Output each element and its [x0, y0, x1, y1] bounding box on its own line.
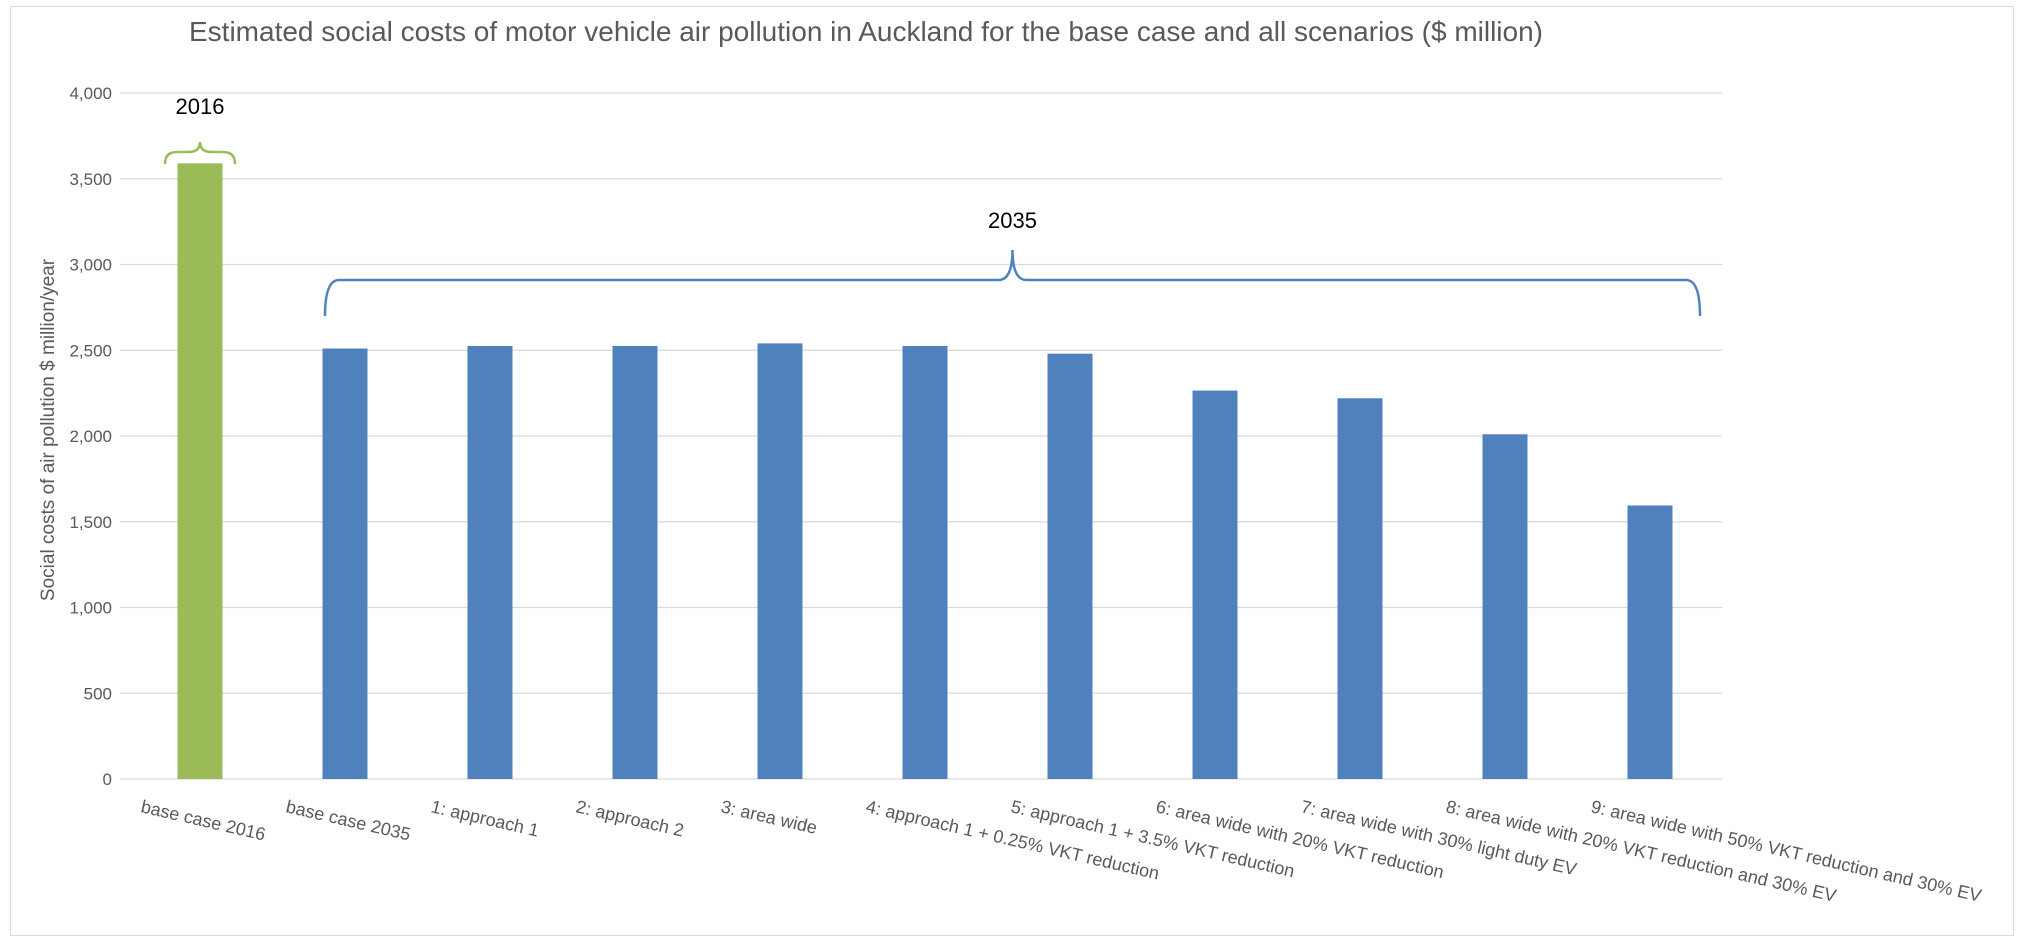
- bar: [1627, 505, 1673, 779]
- bar: [1337, 398, 1383, 779]
- x-axis-ticks: base case 2016 base case 2035 1: approach …: [139, 796, 1983, 905]
- bracket: [323, 249, 1702, 317]
- bar: [1482, 434, 1528, 779]
- x-tick-label: 3: area wide: [719, 796, 819, 838]
- chart-title: Estimated social costs of motor vehicle …: [189, 16, 1543, 47]
- bar: [467, 345, 513, 779]
- bar: [177, 163, 223, 779]
- bar: [902, 345, 948, 779]
- y-tick-label: 1,000: [69, 599, 112, 618]
- bar: [612, 345, 658, 779]
- bar: [322, 348, 368, 779]
- y-tick-label: 1,500: [69, 513, 112, 532]
- bracket: [163, 141, 237, 165]
- y-tick-label: 500: [84, 684, 112, 703]
- bar: [757, 343, 803, 779]
- bar: [1047, 353, 1093, 779]
- x-tick-label: base case 2035: [284, 796, 412, 844]
- y-axis-ticks: 0 500 1,000 1,500 2,000 2,500 3,000 3,500 4,000: [69, 84, 112, 789]
- y-axis-label: Social costs of air pollution $ million/…: [38, 258, 59, 601]
- y-tick-label: 4,000: [69, 84, 112, 103]
- y-tick-label: 2,000: [69, 427, 112, 446]
- bracket-label: 2016: [176, 94, 225, 119]
- x-tick-label: 1: approach 1: [429, 796, 541, 840]
- y-tick-label: 0: [103, 770, 112, 789]
- bracket-label: 2035: [988, 208, 1037, 233]
- bar: [1192, 390, 1238, 779]
- year-brackets: 2016 2035: [163, 94, 1702, 317]
- y-tick-label: 3,000: [69, 256, 112, 275]
- y-tick-label: 2,500: [69, 341, 112, 360]
- x-tick-label: 2: approach 2: [574, 796, 686, 840]
- bars: [177, 163, 1673, 779]
- x-tick-label: base case 2016: [139, 796, 267, 844]
- y-tick-label: 3,500: [69, 170, 112, 189]
